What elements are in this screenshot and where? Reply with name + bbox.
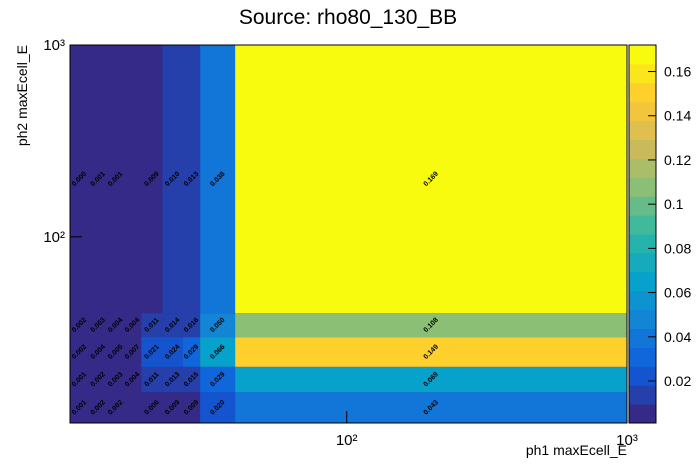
colorbar-band [629, 309, 656, 329]
cell [141, 45, 163, 314]
cell [200, 366, 236, 393]
colorbar-band [629, 271, 656, 292]
colorbar-tick-label: 0.1 [664, 196, 684, 212]
cell [70, 337, 89, 367]
colorbar-band [629, 328, 656, 348]
cell [235, 337, 627, 367]
cell [70, 366, 89, 393]
colorbar-band [629, 215, 656, 235]
cell [182, 337, 201, 367]
colorbar-band [629, 120, 656, 140]
x-axis-label: ph1 maxEcell_E [526, 442, 627, 458]
cell [88, 313, 108, 338]
cell [88, 337, 108, 367]
colorbar-band [629, 177, 656, 197]
cell [107, 45, 124, 314]
colorbar-band [629, 45, 656, 65]
cell [200, 337, 236, 367]
cell [200, 313, 236, 338]
colorbar-band [629, 404, 656, 424]
colorbar-frame [628, 44, 657, 424]
x-tick-label: 10³ [616, 432, 638, 449]
cell [182, 392, 201, 423]
colorbar-band [629, 196, 656, 216]
cell [235, 392, 627, 423]
cell [141, 392, 163, 423]
cells [70, 45, 627, 423]
cell [88, 392, 108, 423]
cell [107, 366, 124, 393]
cell [141, 366, 163, 393]
x-tick-label: 10² [336, 432, 358, 449]
cell [162, 313, 183, 338]
cell [162, 392, 183, 423]
colorbar-band [629, 234, 656, 254]
cell [162, 45, 183, 314]
cell [70, 313, 89, 338]
colorbar-band [629, 101, 656, 122]
plot-frame [69, 44, 628, 424]
colorbar-band [629, 290, 656, 311]
cell [88, 45, 108, 314]
colorbar-tick-label: 0.12 [664, 152, 691, 168]
colorbar-tick-label: 0.06 [664, 285, 691, 301]
cell [123, 366, 142, 393]
y-tick-label: 10² [43, 229, 65, 246]
cell [235, 45, 627, 314]
colorbar-band [629, 385, 656, 405]
cell [70, 392, 89, 423]
cell [182, 45, 201, 314]
cell [182, 366, 201, 393]
colorbar-tick-label: 0.02 [664, 373, 691, 389]
chart-title: Source: rho80_130_BB [239, 6, 457, 29]
cell [141, 313, 163, 338]
cell [107, 392, 124, 423]
colorbar-tick-label: 0.08 [664, 240, 691, 256]
cell [123, 313, 142, 338]
cell [182, 313, 201, 338]
y-axis-label: ph2 maxEcell_E [14, 45, 30, 146]
y-tick-label: 10³ [43, 37, 65, 54]
cell [200, 45, 236, 314]
cell [200, 392, 236, 423]
colorbar-band [629, 366, 656, 386]
colorbar-band [629, 252, 656, 273]
cell [88, 366, 108, 393]
colorbar-band [629, 347, 656, 367]
cell [235, 366, 627, 393]
cell [123, 337, 142, 367]
colorbar-band [629, 63, 656, 84]
cell [162, 366, 183, 393]
cell [235, 313, 627, 338]
cell [107, 337, 124, 367]
colorbar-band [629, 82, 656, 103]
colorbar-tick-label: 0.16 [664, 64, 691, 80]
colorbar-band [629, 139, 656, 159]
cell [141, 337, 163, 367]
cell [107, 313, 124, 338]
cell [162, 337, 183, 367]
colorbar-tick-label: 0.04 [664, 329, 691, 345]
colorbar-tick-label: 0.14 [664, 108, 691, 124]
colorbar-band [629, 158, 656, 178]
cell [70, 45, 89, 314]
